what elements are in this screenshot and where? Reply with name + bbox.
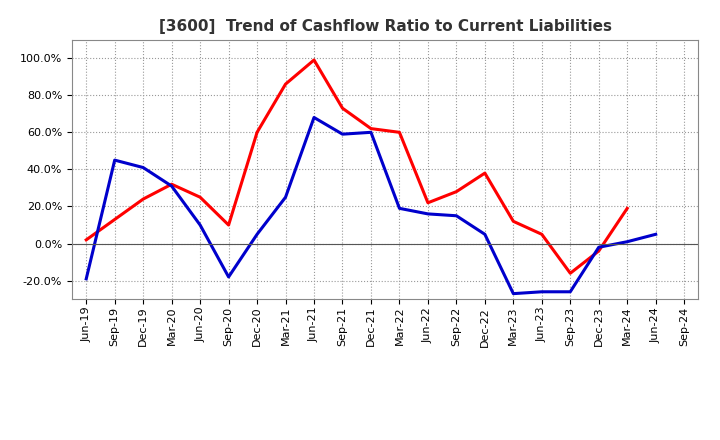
- Operating CF to Current Liabilities: [338, 106, 347, 111]
- Free CF to Current Liabilities: [423, 211, 432, 216]
- Operating CF to Current Liabilities: [139, 196, 148, 202]
- Line: Operating CF to Current Liabilities: Operating CF to Current Liabilities: [86, 60, 627, 273]
- Operating CF to Current Liabilities: [423, 200, 432, 205]
- Free CF to Current Liabilities: [310, 115, 318, 120]
- Operating CF to Current Liabilities: [566, 271, 575, 276]
- Free CF to Current Liabilities: [338, 132, 347, 137]
- Free CF to Current Liabilities: [395, 205, 404, 211]
- Free CF to Current Liabilities: [537, 289, 546, 294]
- Operating CF to Current Liabilities: [595, 248, 603, 253]
- Operating CF to Current Liabilities: [366, 126, 375, 131]
- Operating CF to Current Liabilities: [167, 182, 176, 187]
- Operating CF to Current Liabilities: [253, 130, 261, 135]
- Free CF to Current Liabilities: [282, 194, 290, 200]
- Free CF to Current Liabilities: [139, 165, 148, 170]
- Free CF to Current Liabilities: [566, 289, 575, 294]
- Free CF to Current Liabilities: [623, 239, 631, 244]
- Operating CF to Current Liabilities: [225, 222, 233, 227]
- Operating CF to Current Liabilities: [537, 231, 546, 237]
- Free CF to Current Liabilities: [366, 130, 375, 135]
- Operating CF to Current Liabilities: [282, 81, 290, 87]
- Free CF to Current Liabilities: [225, 274, 233, 279]
- Free CF to Current Liabilities: [167, 183, 176, 189]
- Operating CF to Current Liabilities: [395, 130, 404, 135]
- Free CF to Current Liabilities: [196, 222, 204, 227]
- Operating CF to Current Liabilities: [480, 170, 489, 176]
- Title: [3600]  Trend of Cashflow Ratio to Current Liabilities: [3600] Trend of Cashflow Ratio to Curren…: [158, 19, 612, 34]
- Free CF to Current Liabilities: [253, 231, 261, 237]
- Operating CF to Current Liabilities: [509, 219, 518, 224]
- Free CF to Current Liabilities: [82, 276, 91, 282]
- Free CF to Current Liabilities: [595, 245, 603, 250]
- Operating CF to Current Liabilities: [310, 57, 318, 62]
- Operating CF to Current Liabilities: [452, 189, 461, 194]
- Operating CF to Current Liabilities: [110, 217, 119, 222]
- Free CF to Current Liabilities: [652, 231, 660, 237]
- Operating CF to Current Liabilities: [623, 205, 631, 211]
- Operating CF to Current Liabilities: [196, 194, 204, 200]
- Free CF to Current Liabilities: [480, 231, 489, 237]
- Free CF to Current Liabilities: [509, 291, 518, 296]
- Free CF to Current Liabilities: [452, 213, 461, 218]
- Free CF to Current Liabilities: [110, 158, 119, 163]
- Line: Free CF to Current Liabilities: Free CF to Current Liabilities: [86, 117, 656, 293]
- Operating CF to Current Liabilities: [82, 237, 91, 242]
